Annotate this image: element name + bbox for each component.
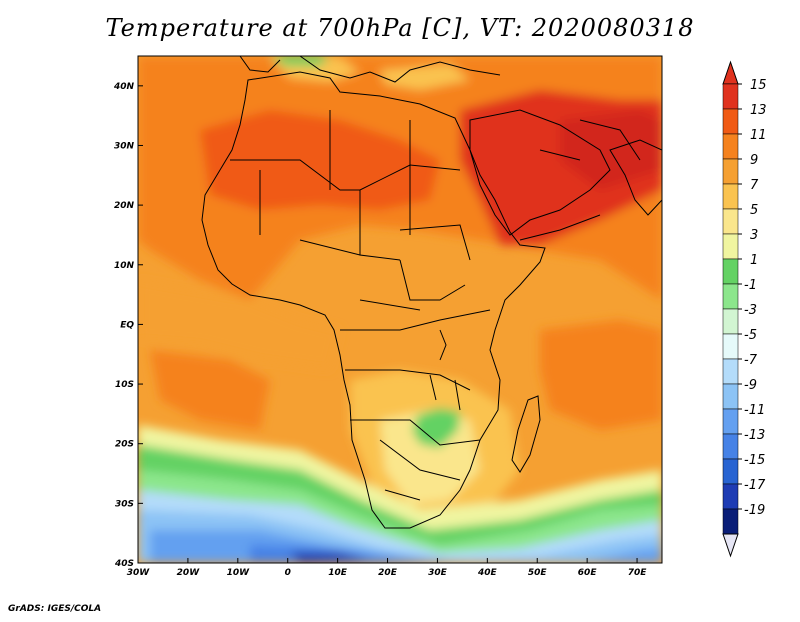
lat-tick-label: 20N [114,201,135,211]
lat-tick-label: 20S [115,440,134,450]
colorbar-label: -5 [744,328,757,343]
lon-tick-label: 70E [628,568,648,578]
colorbar-label: 3 [750,228,758,243]
colorbar-swatch [722,258,739,285]
colorbar-min-arrow [722,533,739,558]
colorbar-max-arrow [722,60,739,85]
colorbar-label: -15 [744,453,765,468]
lat-tick-label: 10S [115,380,134,390]
colorbar-swatch [722,458,739,485]
colorbar-label: 7 [750,178,759,193]
colorbar-swatch [722,433,739,460]
colorbar: 15 13 11 9 7 5 3 1 -1 -3 -5 -7 -9 -11 -13 -15 -17 -19 [722,60,767,558]
colorbar-label: -7 [744,353,758,368]
grads-credit: GrADS: IGES/COLA [8,604,102,614]
lon-tick-label: 10W [227,568,251,578]
colorbar-label: -9 [744,378,757,393]
colorbar-swatch [722,133,739,160]
colorbar-label: -1 [744,278,757,293]
colorbar-swatch [722,108,739,135]
lon-tick-label: 50E [528,568,548,578]
lon-tick-label: 20E [378,568,398,578]
colorbar-label: -19 [744,503,765,518]
lat-tick-label: EQ [120,320,134,330]
colorbar-swatch [722,483,739,510]
colorbar-label: 15 [750,78,767,93]
lon-tick-label: 20W [177,568,201,578]
lon-tick-label: 30E [428,568,448,578]
lat-tick-label: 40S [114,559,134,569]
colorbar-swatch [722,408,739,435]
lat-tick-label: 40N [113,82,135,92]
colorbar-label: -13 [744,428,765,443]
colorbar-label: 1 [750,253,758,268]
colorbar-label: -3 [744,303,757,318]
lon-tick-label: 30W [127,568,151,578]
colorbar-swatch [722,358,739,385]
lat-tick-label: 10N [114,261,135,271]
colorbar-swatch [722,183,739,210]
lon-tick-label: 40E [477,568,498,578]
colorbar-swatch [722,283,739,310]
chart-title: Temperature at 700hPa [C], VT: 202008031… [105,14,695,42]
lon-tick-label: 0 [285,568,291,578]
lon-tick-labels: 30W 20W 10W 0 10E 20E 30E 40E 50E 60E 70E [127,568,647,578]
lat-tick-label: 30N [114,141,135,151]
colorbar-swatch [722,83,739,110]
colorbar-label: 13 [750,103,767,118]
lat-tick-label: 30S [115,499,134,509]
colorbar-swatch [722,508,739,535]
colorbar-swatch [722,333,739,360]
lon-tick-label: 10E [328,568,348,578]
colorbar-label: 5 [750,203,758,218]
colorbar-swatch [722,308,739,335]
colorbar-label: 9 [750,153,758,168]
map-frame [137,55,663,564]
temperature-field [138,56,662,563]
colorbar-swatch [722,208,739,235]
colorbar-swatch [722,383,739,410]
lat-tick-labels: 40N 30N 20N 10N EQ 10S 20S 30S 40S [113,82,135,569]
lon-tick-label: 60E [578,568,598,578]
colorbar-label: -17 [744,478,766,493]
colorbar-swatch [722,158,739,185]
coastlines [201,56,662,529]
colorbar-label: -11 [744,403,765,418]
colorbar-label: 11 [750,128,767,143]
colorbar-swatch [722,233,739,260]
axis-ticks [137,85,638,564]
